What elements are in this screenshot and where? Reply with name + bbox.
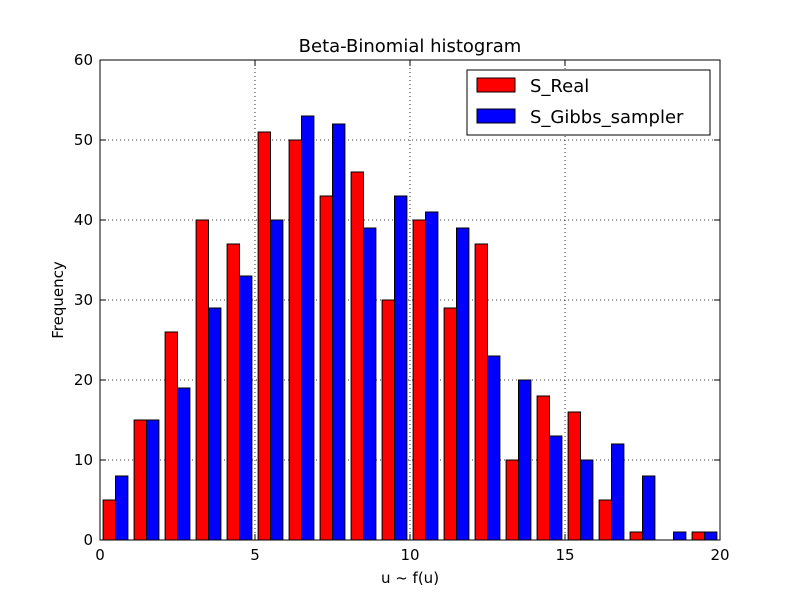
bar-s-gibbs-sampler-0 — [115, 475, 129, 541]
legend: S_Real S_Gibbs_sampler — [466, 69, 711, 136]
bar-s-gibbs-sampler-3 — [208, 307, 222, 541]
bar-s-real-17 — [629, 531, 643, 541]
bar-s-gibbs-sampler-2 — [177, 387, 191, 541]
bar-s-gibbs-sampler-18 — [673, 531, 687, 541]
x-tick-label: 0 — [95, 546, 105, 564]
y-tick-label: 60 — [74, 51, 93, 69]
bar-s-gibbs-sampler-10 — [425, 211, 439, 541]
bar-s-gibbs-sampler-17 — [642, 475, 656, 541]
bar-s-gibbs-sampler-9 — [394, 195, 408, 541]
bar-s-gibbs-sampler-14 — [549, 435, 563, 541]
y-tick-label: 10 — [74, 451, 93, 469]
bar-s-real-12 — [474, 243, 489, 541]
x-tick-label: 10 — [400, 546, 419, 564]
bar-s-gibbs-sampler-19 — [704, 531, 718, 541]
bar-s-real-7 — [319, 195, 334, 541]
bar-s-real-15 — [567, 411, 581, 541]
bar-s-real-0 — [102, 499, 116, 541]
x-tick-label: 20 — [710, 546, 729, 564]
legend-swatch-s-real — [476, 77, 516, 93]
bar-s-gibbs-sampler-1 — [146, 419, 160, 541]
bar-s-real-10 — [412, 219, 427, 541]
bar-s-real-3 — [195, 219, 210, 541]
y-tick-label: 30 — [74, 291, 93, 309]
bar-s-real-13 — [505, 459, 520, 541]
bar-s-real-1 — [133, 419, 148, 541]
bar-s-real-14 — [536, 395, 550, 541]
bar-s-gibbs-sampler-13 — [518, 379, 532, 541]
bars-layer — [102, 115, 718, 541]
bar-s-real-16 — [598, 499, 612, 541]
bar-s-real-4 — [226, 243, 241, 541]
y-tick-label: 40 — [74, 211, 93, 229]
bar-s-real-8 — [350, 171, 365, 541]
bar-s-gibbs-sampler-6 — [301, 115, 315, 541]
bar-s-real-5 — [257, 131, 272, 541]
y-tick-label: 20 — [74, 371, 93, 389]
bar-s-real-11 — [443, 307, 458, 541]
chart-title: Beta-Binomial histogram — [299, 36, 522, 57]
bar-s-real-6 — [288, 139, 303, 541]
legend-swatch-s-gibbs-sampler — [476, 108, 516, 124]
x-tick-label: 5 — [250, 546, 260, 564]
bar-s-gibbs-sampler-4 — [239, 275, 253, 541]
bar-s-gibbs-sampler-12 — [487, 355, 501, 541]
bar-s-real-19 — [691, 531, 705, 541]
bar-s-gibbs-sampler-8 — [363, 227, 377, 541]
y-axis-label: Frequency — [49, 261, 67, 339]
bar-s-gibbs-sampler-11 — [456, 227, 470, 541]
y-tick-label: 0 — [83, 531, 93, 549]
bar-s-gibbs-sampler-7 — [332, 123, 346, 541]
legend-label-s-gibbs-sampler: S_Gibbs_sampler — [530, 107, 684, 128]
bar-s-gibbs-sampler-15 — [580, 459, 594, 541]
x-tick-label: 15 — [555, 546, 574, 564]
y-tick-label: 50 — [74, 131, 93, 149]
x-axis-label: u ~ f(u) — [381, 569, 439, 587]
axis-ticks: 0 5 10 15 20 0 10 20 30 40 50 60 — [74, 51, 730, 564]
bar-s-gibbs-sampler-5 — [270, 219, 284, 541]
legend-label-s-real: S_Real — [530, 76, 589, 97]
bar-s-real-9 — [381, 299, 396, 541]
bar-s-gibbs-sampler-16 — [611, 443, 625, 541]
bar-s-real-2 — [164, 331, 179, 541]
